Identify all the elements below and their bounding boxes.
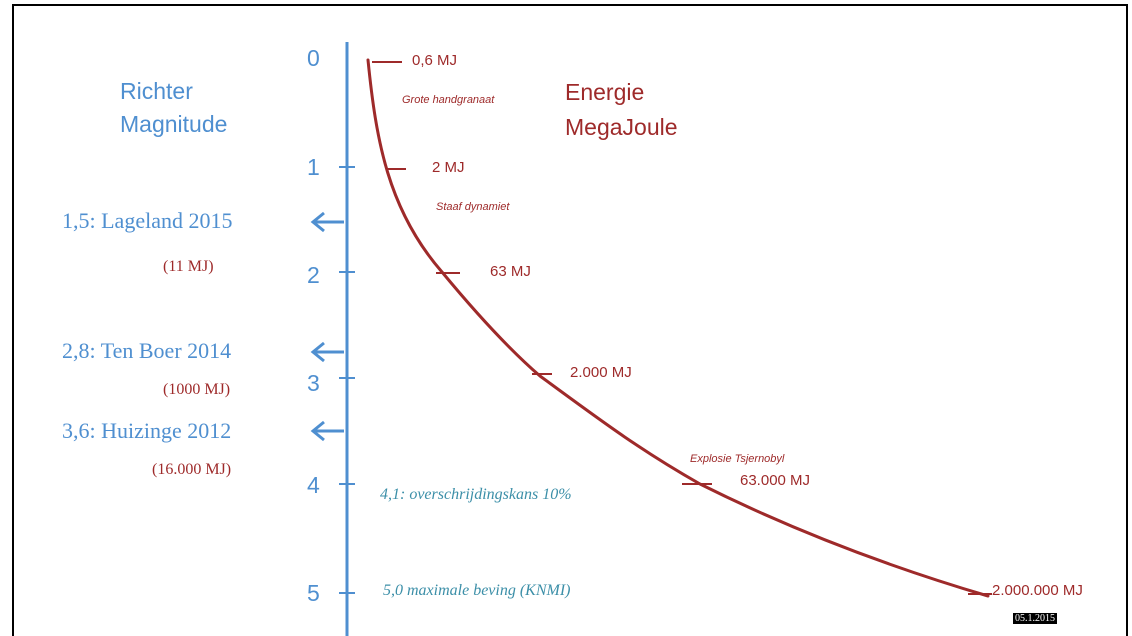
energy-value: 0,6 MJ [412,52,458,69]
event-energy: (1000 MJ) [163,381,231,398]
right-header-line1: Energie [565,79,645,105]
energy-desc: Grote handgranaat [402,94,495,106]
energy-value: 2.000 MJ [570,364,632,381]
axis-ticks [339,166,355,594]
energy-value: 2 MJ [432,159,465,176]
energy-desc: Staaf dynamiet [436,201,510,213]
event-label: 1,5: Lageland 2015 [62,208,233,233]
event-energy: (11 MJ) [163,258,214,275]
axis-tick-label: 4 [307,472,320,498]
event-energy: (16.000 MJ) [152,461,232,478]
slide-frame [12,4,1128,636]
axis-tick-label: 0 [307,45,320,71]
energy-value: 2.000.000 MJ [992,582,1083,599]
left-header-line1: Richter [120,78,193,104]
axis-tick-label: 1 [307,154,320,180]
note-exceedance: 4,1: overschrijdingskans 10% [380,486,572,503]
energy-value: 63 MJ [490,263,531,280]
date-stamp: 05.1.2015 [1013,613,1057,624]
arrow-left-icon [310,211,344,233]
energy-desc: Explosie Tsjernobyl [690,453,785,465]
energy-curve [366,58,990,598]
event-label: 2,8: Ten Boer 2014 [62,338,232,363]
event-arrows [310,211,344,442]
axis-tick-label: 5 [307,580,320,606]
event-label: 3,6: Huizinge 2012 [62,418,232,443]
right-header-line2: MegaJoule [565,114,678,140]
axis-tick-label: 3 [307,370,320,396]
energy-ticks [372,61,992,595]
arrow-left-icon [310,420,344,442]
left-header-line2: Magnitude [120,111,228,137]
arrow-left-icon [310,341,344,363]
axis-tick-label: 2 [307,262,320,288]
note-max-quake: 5,0 maximale beving (KNMI) [383,582,571,599]
energy-value: 63.000 MJ [740,472,811,489]
